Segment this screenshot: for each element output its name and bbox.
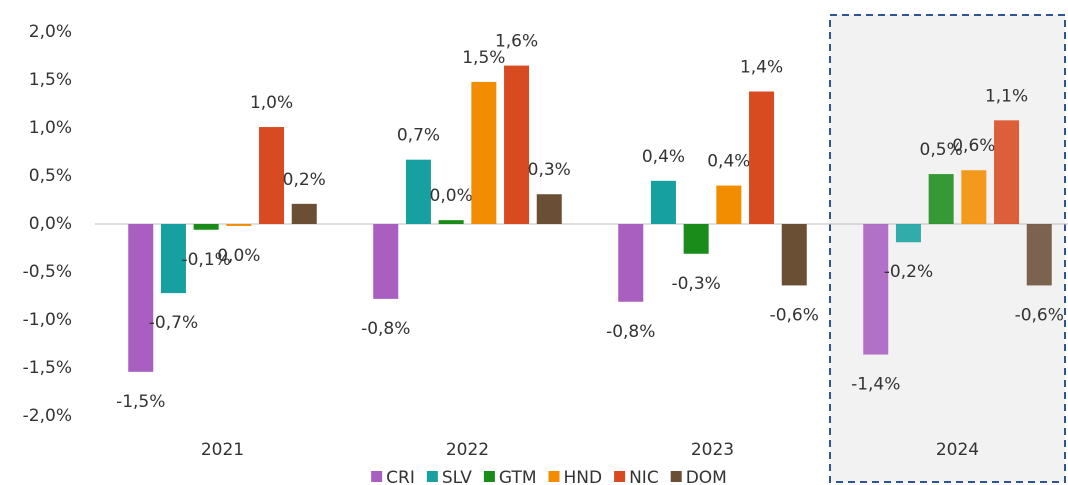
legend-swatch — [548, 471, 560, 482]
data-label: -1,5% — [116, 392, 165, 412]
bar — [536, 194, 562, 224]
legend-label: SLV — [442, 468, 472, 485]
legend-label: CRI — [386, 468, 415, 485]
bar — [749, 91, 775, 225]
y-tick-label: -1,5% — [23, 358, 72, 378]
data-label: -0,3% — [671, 274, 720, 294]
y-tick-label: -1,0% — [23, 310, 72, 330]
legend-swatch — [614, 471, 626, 482]
y-tick-label: 2,0% — [29, 22, 72, 42]
bar — [226, 224, 252, 226]
bar — [961, 170, 987, 224]
legend-label: DOM — [686, 468, 727, 485]
y-tick-label: 0,5% — [29, 166, 72, 186]
data-label: 0,4% — [707, 152, 750, 172]
bar — [863, 224, 889, 355]
y-tick-label: 1,5% — [29, 70, 72, 90]
data-label: -0,8% — [606, 322, 655, 342]
data-label: -0,8% — [361, 319, 410, 339]
legend-swatch — [426, 471, 438, 482]
bar — [895, 224, 921, 243]
data-label: 0,6% — [952, 136, 995, 156]
legend-swatch — [371, 471, 383, 482]
bar — [504, 65, 530, 224]
x-tick-label: 2023 — [691, 440, 734, 460]
bar — [683, 224, 709, 254]
x-tick-label: 2021 — [201, 440, 244, 460]
bar — [438, 220, 464, 224]
bar — [193, 224, 219, 230]
data-label: 1,4% — [740, 58, 783, 78]
legend-label: HND — [564, 468, 603, 485]
data-label: 0,5% — [920, 140, 963, 160]
data-label: -0,7% — [149, 313, 198, 333]
y-tick-label: -2,0% — [23, 406, 72, 426]
data-label: 1,5% — [462, 48, 505, 68]
y-tick-label: -0,5% — [23, 262, 72, 282]
data-label: 1,6% — [495, 32, 538, 52]
bar — [128, 224, 154, 372]
legend-swatch — [483, 471, 495, 482]
bar — [618, 224, 644, 302]
bar — [781, 224, 807, 286]
data-label: -1,4% — [851, 375, 900, 395]
bar — [160, 224, 186, 294]
bar — [1026, 224, 1052, 286]
bar — [650, 180, 676, 224]
bar — [259, 127, 285, 224]
data-label: 1,1% — [985, 86, 1028, 106]
bar — [928, 174, 954, 224]
data-label: 0,0% — [217, 246, 260, 266]
data-label: 0,4% — [642, 147, 685, 167]
bar — [471, 81, 497, 224]
data-label: 1,0% — [250, 93, 293, 113]
data-label: -0,1% — [181, 250, 230, 270]
data-label: -0,6% — [770, 305, 819, 325]
legend-label: NIC — [629, 468, 659, 485]
legend-swatch — [670, 471, 682, 482]
data-label: 0,0% — [430, 186, 473, 206]
y-tick-label: 1,0% — [29, 118, 72, 138]
data-label: -0,2% — [884, 262, 933, 282]
x-tick-label: 2022 — [446, 440, 489, 460]
data-label: 0,7% — [397, 126, 440, 146]
legend-label: GTM — [499, 468, 537, 485]
bar — [994, 120, 1020, 224]
data-label: 0,2% — [283, 170, 326, 190]
x-tick-label: 2024 — [936, 440, 979, 460]
data-label: 0,3% — [528, 160, 571, 180]
bar — [716, 185, 742, 224]
bar — [291, 203, 317, 224]
bar — [405, 159, 431, 224]
data-label: -0,6% — [1015, 305, 1064, 325]
bar — [373, 224, 399, 299]
y-tick-label: 0,0% — [29, 214, 72, 234]
